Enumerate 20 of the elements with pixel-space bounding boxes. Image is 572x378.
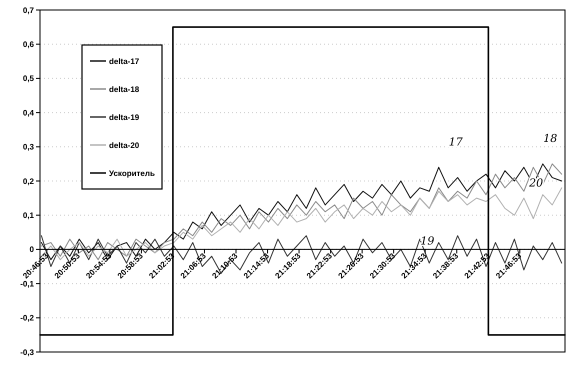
legend-label: delta-18 xyxy=(109,84,140,94)
y-tick-label: 0,4 xyxy=(22,108,35,118)
legend-label: Ускоритель xyxy=(109,168,155,178)
legend-label: delta-17 xyxy=(109,56,140,66)
y-tick-label: -0,3 xyxy=(20,348,35,357)
annotation: 19 xyxy=(420,234,434,248)
y-tick-label: -0,1 xyxy=(20,279,35,288)
annotation: 18 xyxy=(543,132,558,145)
annotation: 20 xyxy=(528,176,544,190)
legend-label: delta-19 xyxy=(109,112,140,122)
annotation: 17 xyxy=(448,135,463,148)
y-tick-label: 0,5 xyxy=(22,74,35,84)
y-tick-label: 0,2 xyxy=(22,176,35,186)
y-tick-label: 0,1 xyxy=(22,211,35,220)
y-tick-label: 0 xyxy=(30,245,35,254)
y-tick-label: 0,3 xyxy=(22,142,35,152)
y-tick-label: -0,2 xyxy=(20,314,35,323)
y-tick-label: 0,7 xyxy=(22,6,35,15)
y-tick-label: 0,6 xyxy=(22,40,35,49)
legend-label: delta-20 xyxy=(109,140,140,150)
